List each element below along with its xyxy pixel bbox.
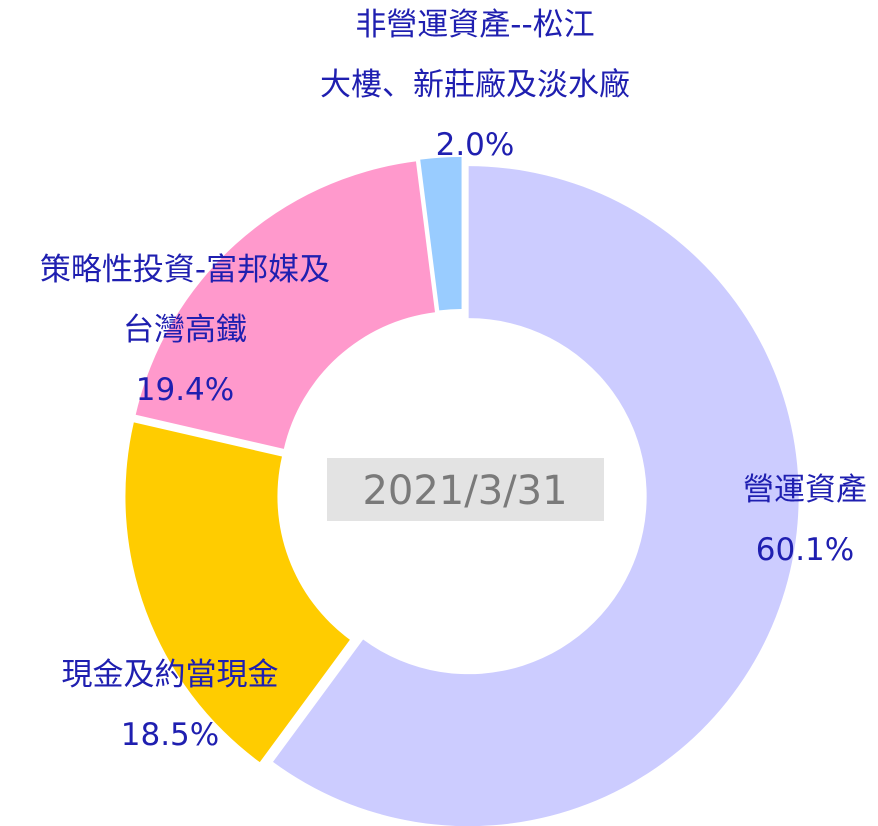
labels: 營運資產 60.1% 現金及約當現金 18.5% 策略性投資-富邦媒及台灣高鐵 19.4%…: [40, 7, 867, 753]
slice-label: 營運資產: [743, 472, 867, 508]
slice: [135, 161, 435, 449]
slice-label: 現金及約當現金: [62, 657, 279, 693]
center-label: 2021/3/31: [362, 468, 567, 514]
value-label: 19.4%: [136, 372, 234, 408]
slices: [125, 157, 799, 826]
value-label: 60.1%: [756, 532, 854, 568]
slice: [125, 422, 350, 763]
slice-label: 非營運資產--松江大樓、新莊廠及淡水廠: [320, 7, 630, 103]
slice: [273, 166, 799, 826]
slice: [420, 157, 462, 311]
slice-label: 策略性投資-富邦媒及台灣高鐵: [40, 252, 330, 348]
center-box: [327, 458, 604, 521]
value-label: 2.0%: [436, 127, 515, 163]
value-label: 18.5%: [121, 717, 219, 753]
